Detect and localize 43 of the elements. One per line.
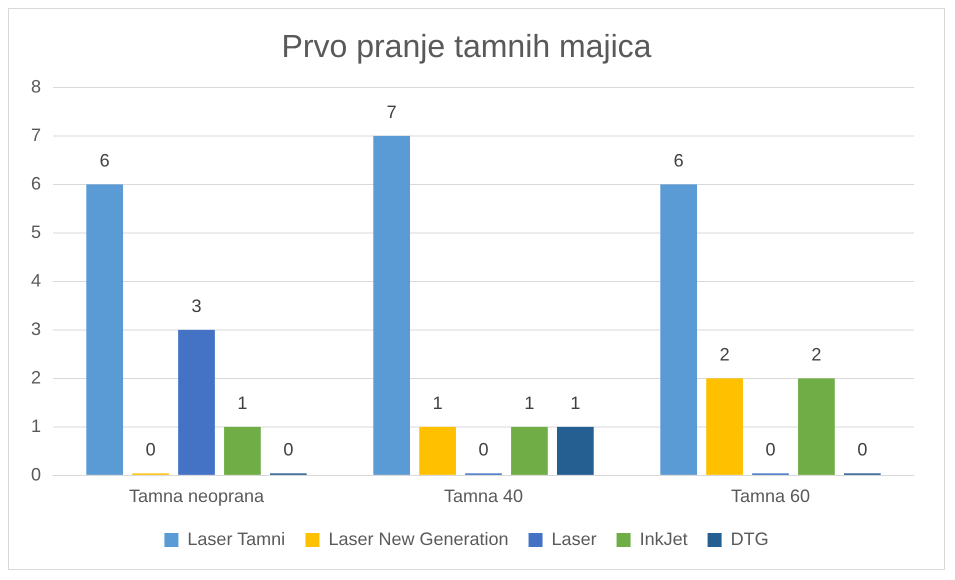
chart-title: Prvo pranje tamnih majica [282, 28, 652, 64]
legend-label: Laser [552, 528, 597, 549]
bar [706, 378, 743, 475]
bar [178, 330, 215, 475]
y-tick-label: 6 [30, 173, 42, 194]
data-label: 0 [765, 439, 776, 460]
legend-label: Laser Tamni [187, 528, 286, 549]
bar [373, 136, 410, 475]
x-tick-label: Tamna 40 [444, 486, 524, 506]
legend-label: InkJet [640, 528, 688, 549]
bar [798, 378, 835, 475]
data-label: 7 [386, 102, 397, 122]
data-label: 6 [674, 150, 684, 170]
y-tick-label: 4 [30, 270, 42, 290]
bar [224, 426, 261, 475]
data-label: 0 [146, 439, 156, 460]
y-tick-label: 5 [30, 222, 42, 242]
x-tick-label: Tamna neoprana [128, 486, 266, 506]
data-label: 2 [720, 344, 730, 364]
bar [556, 426, 594, 475]
bar [660, 184, 698, 475]
legend-label: DTG [730, 528, 769, 549]
data-label: 1 [570, 392, 580, 413]
data-label: 0 [857, 439, 868, 460]
x-tick-label: Tamna 60 [730, 486, 810, 506]
data-label: 2 [811, 344, 822, 364]
bar [86, 184, 124, 475]
bar [419, 426, 456, 475]
data-label: 1 [237, 392, 248, 413]
bar [511, 426, 548, 475]
y-tick-label: 1 [30, 416, 42, 436]
y-tick-label: 3 [30, 318, 42, 339]
y-tick-label: 2 [30, 367, 42, 388]
data-label: 1 [432, 392, 443, 413]
legend-label: Laser New Generation [328, 528, 509, 549]
y-tick-label: 8 [30, 76, 42, 96]
data-label: 0 [283, 439, 294, 460]
data-label: 6 [100, 150, 110, 170]
data-label: 3 [192, 296, 202, 316]
data-label: 1 [524, 392, 534, 413]
y-tick-label: 0 [30, 464, 42, 484]
y-tick-label: 7 [30, 124, 42, 145]
data-label: 0 [478, 439, 489, 460]
